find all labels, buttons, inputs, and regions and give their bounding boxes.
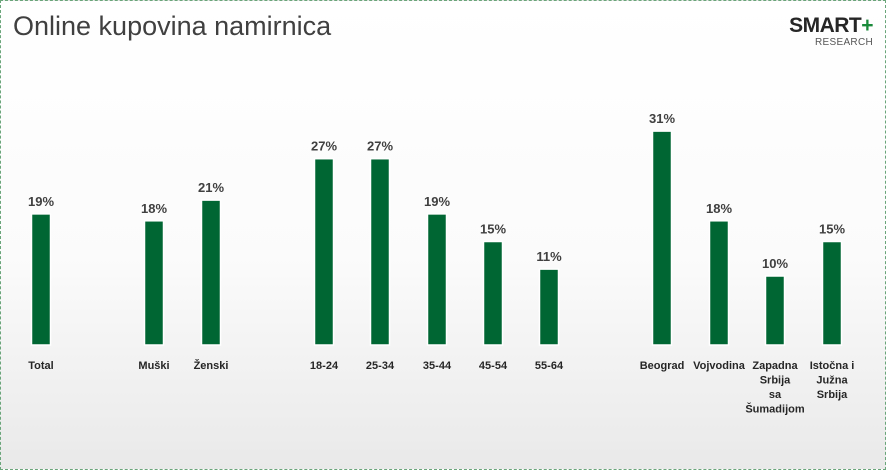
logo-subtitle: RESEARCH — [815, 37, 873, 48]
smart-research-logo: SMART+ RESEARCH — [789, 15, 873, 49]
chart-title: Online kupovina namirnica — [13, 11, 332, 41]
category-label: 45-54 — [479, 360, 508, 372]
data-label: 15% — [819, 222, 845, 237]
data-label: 31% — [649, 111, 675, 126]
category-label: Južna — [816, 375, 848, 387]
logo-text: SMART — [789, 14, 862, 37]
data-label: 15% — [480, 222, 506, 237]
bar — [143, 220, 165, 346]
bar — [369, 157, 391, 346]
data-label: 19% — [28, 194, 54, 209]
category-label: Zapadna — [752, 360, 798, 372]
category-label: 55-64 — [535, 360, 564, 372]
data-label: 18% — [706, 201, 732, 216]
logo-plus-icon: + — [861, 14, 873, 37]
category-label: 35-44 — [423, 360, 452, 372]
bar — [30, 213, 52, 346]
bar — [313, 157, 335, 346]
category-label: Vojvodina — [693, 360, 746, 372]
category-label: sa — [769, 389, 782, 401]
category-label: 18-24 — [310, 360, 339, 372]
category-label: Srbija — [817, 389, 848, 401]
data-label: 21% — [198, 180, 224, 195]
data-label: 10% — [762, 256, 788, 271]
category-label: Total — [28, 360, 53, 372]
category-label: Muški — [138, 360, 169, 372]
bar — [538, 268, 560, 346]
bar — [426, 213, 448, 346]
bar — [821, 240, 843, 346]
bar — [200, 199, 222, 346]
data-label: 11% — [536, 249, 562, 264]
bar — [482, 240, 504, 346]
data-label: 18% — [141, 201, 167, 216]
bar — [764, 275, 786, 346]
bar — [708, 220, 730, 346]
category-label: Istočna i — [810, 360, 855, 372]
bar — [651, 130, 673, 346]
category-label: 25-34 — [366, 360, 395, 372]
category-label: Ženski — [194, 359, 229, 372]
category-label: Beograd — [640, 360, 685, 372]
category-label: Šumadijom — [745, 403, 805, 416]
category-label: Srbija — [760, 375, 791, 387]
data-label: 19% — [424, 194, 450, 209]
data-label: 27% — [311, 139, 337, 154]
logo-wordmark: SMART+ — [789, 15, 873, 37]
data-label: 27% — [367, 139, 393, 154]
